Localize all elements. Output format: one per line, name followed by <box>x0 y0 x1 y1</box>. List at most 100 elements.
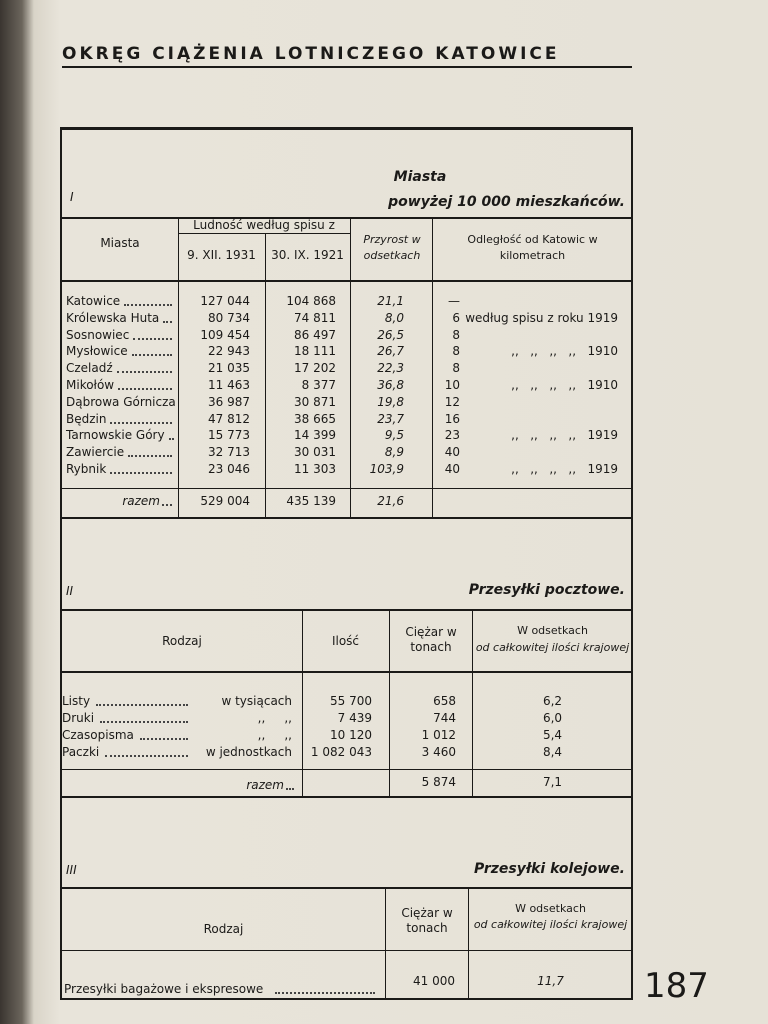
city-name: Mikołów <box>66 378 115 392</box>
distance-note: ,, ,, ,, ,, 1919 <box>511 462 618 476</box>
growth: 23,7 <box>377 411 404 426</box>
quantity: 7 439 <box>337 711 372 725</box>
population-1921: 14 399 <box>294 428 336 443</box>
column-header: Przyrost w odsetkach <box>363 233 421 262</box>
section-number: II <box>66 584 74 598</box>
column-header: Ilość <box>331 634 360 648</box>
distance: 12 <box>444 394 460 409</box>
population-1921: 18 111 <box>294 344 336 359</box>
percent: 6,2 <box>542 694 563 708</box>
rule <box>60 769 633 770</box>
city-name: Tarnowskie Góry <box>66 428 165 443</box>
rule <box>60 796 633 798</box>
column-header: od całkowitej ilości krajowej <box>475 641 630 654</box>
rule <box>60 517 633 519</box>
rule <box>60 128 62 1000</box>
kind: Przesyłki bagażowe i ekspresowe <box>64 982 264 996</box>
rule <box>389 609 390 797</box>
population-1921: 8 377 <box>301 378 336 392</box>
rule <box>60 280 633 282</box>
rule <box>302 609 303 797</box>
leader-dots <box>275 992 375 994</box>
leader-dots <box>124 304 172 306</box>
population-1931: 36 987 <box>208 394 250 409</box>
leader-dots <box>105 755 188 757</box>
city-name: Dąbrowa Górnicza <box>66 394 176 409</box>
total-label: razem <box>122 494 160 508</box>
section-title: Przesyłki kolejowe. <box>474 861 625 877</box>
leader-dots <box>169 438 172 441</box>
leader-dots <box>133 337 172 340</box>
quantity: 1 082 043 <box>310 745 372 759</box>
population-1921: 30 031 <box>294 445 336 460</box>
page-title: OKRĘG CIĄŻENIA LOTNICZEGO KATOWICE <box>62 44 560 64</box>
rule <box>265 233 266 518</box>
growth: 9,5 <box>384 428 404 443</box>
rule <box>178 233 350 234</box>
rule <box>60 609 633 611</box>
population-1931: 21 035 <box>208 361 250 376</box>
section-title: Przesyłki pocztowe. <box>468 582 625 598</box>
population-1931: 23 046 <box>208 462 250 476</box>
city-name: Sosnowiec <box>66 327 130 342</box>
growth: 26,7 <box>377 344 404 359</box>
growth: 22,3 <box>377 361 404 376</box>
rule <box>468 887 469 998</box>
rule <box>432 217 433 518</box>
quantity: 55 700 <box>330 694 372 708</box>
column-header: 9. XII. 1931 <box>187 248 256 262</box>
distance: 8 <box>452 361 460 376</box>
population-1931: 15 773 <box>208 428 250 443</box>
weight: 1 012 <box>421 728 456 742</box>
percent: 6,0 <box>542 711 563 725</box>
column-header: Ciężar w tonach <box>405 625 457 654</box>
weight: 658 <box>433 694 456 708</box>
leader-dots <box>286 788 294 790</box>
leader-dots <box>96 704 188 706</box>
growth: 21,1 <box>377 294 404 308</box>
rule <box>62 66 632 68</box>
column-header: 30. IX. 1921 <box>271 248 344 262</box>
column-header: Rodzaj <box>162 634 202 648</box>
weight: 3 460 <box>421 745 456 759</box>
distance: 40 <box>444 462 460 476</box>
column-header: Odległość od Katowic w kilometrach <box>467 233 598 262</box>
column-header: W odsetkach <box>515 902 586 915</box>
distance: 8 <box>452 327 460 342</box>
leader-dots <box>100 721 188 723</box>
growth: 8,0 <box>384 310 404 325</box>
section-subtitle: powyżej 10 000 mieszkańców. <box>388 194 625 210</box>
kind: Czasopisma <box>62 728 134 742</box>
column-header: Ludność według spisu z <box>193 218 335 232</box>
distance: 40 <box>444 445 460 460</box>
quantity: 10 120 <box>330 728 372 742</box>
city-name: Mysłowice <box>66 344 128 359</box>
rule <box>178 217 179 518</box>
population-1921: 104 868 <box>286 294 336 308</box>
leader-dots <box>163 320 172 323</box>
city-name: Rybnik <box>66 462 107 476</box>
column-header: Ciężar w tonach <box>401 906 453 935</box>
distance: 23 <box>444 428 460 443</box>
total-percent: 7,1 <box>542 775 563 789</box>
growth: 26,5 <box>377 327 404 342</box>
total-label: razem <box>246 778 284 792</box>
distance: 6 <box>452 310 460 325</box>
unit: w jednostkach <box>205 745 292 759</box>
leader-dots <box>118 388 172 390</box>
rule <box>631 128 633 1000</box>
column-header: od całkowitej ilości krajowej <box>473 918 628 931</box>
distance-note: ,, ,, ,, ,, 1910 <box>511 378 618 392</box>
rule <box>472 609 473 797</box>
weight: 41 000 <box>413 974 455 988</box>
total-growth: 21,6 <box>377 494 404 508</box>
growth: 36,8 <box>377 378 404 392</box>
population-1921: 38 665 <box>294 411 336 426</box>
population-1921: 17 202 <box>294 361 336 376</box>
page-number: 187 <box>644 966 709 1006</box>
column-header: Rodzaj <box>203 922 244 936</box>
leader-dots <box>110 472 172 474</box>
city-name: Królewska Huta <box>66 310 160 325</box>
rule <box>60 887 633 889</box>
distance-note: ,, ,, ,, ,, 1919 <box>511 428 618 443</box>
